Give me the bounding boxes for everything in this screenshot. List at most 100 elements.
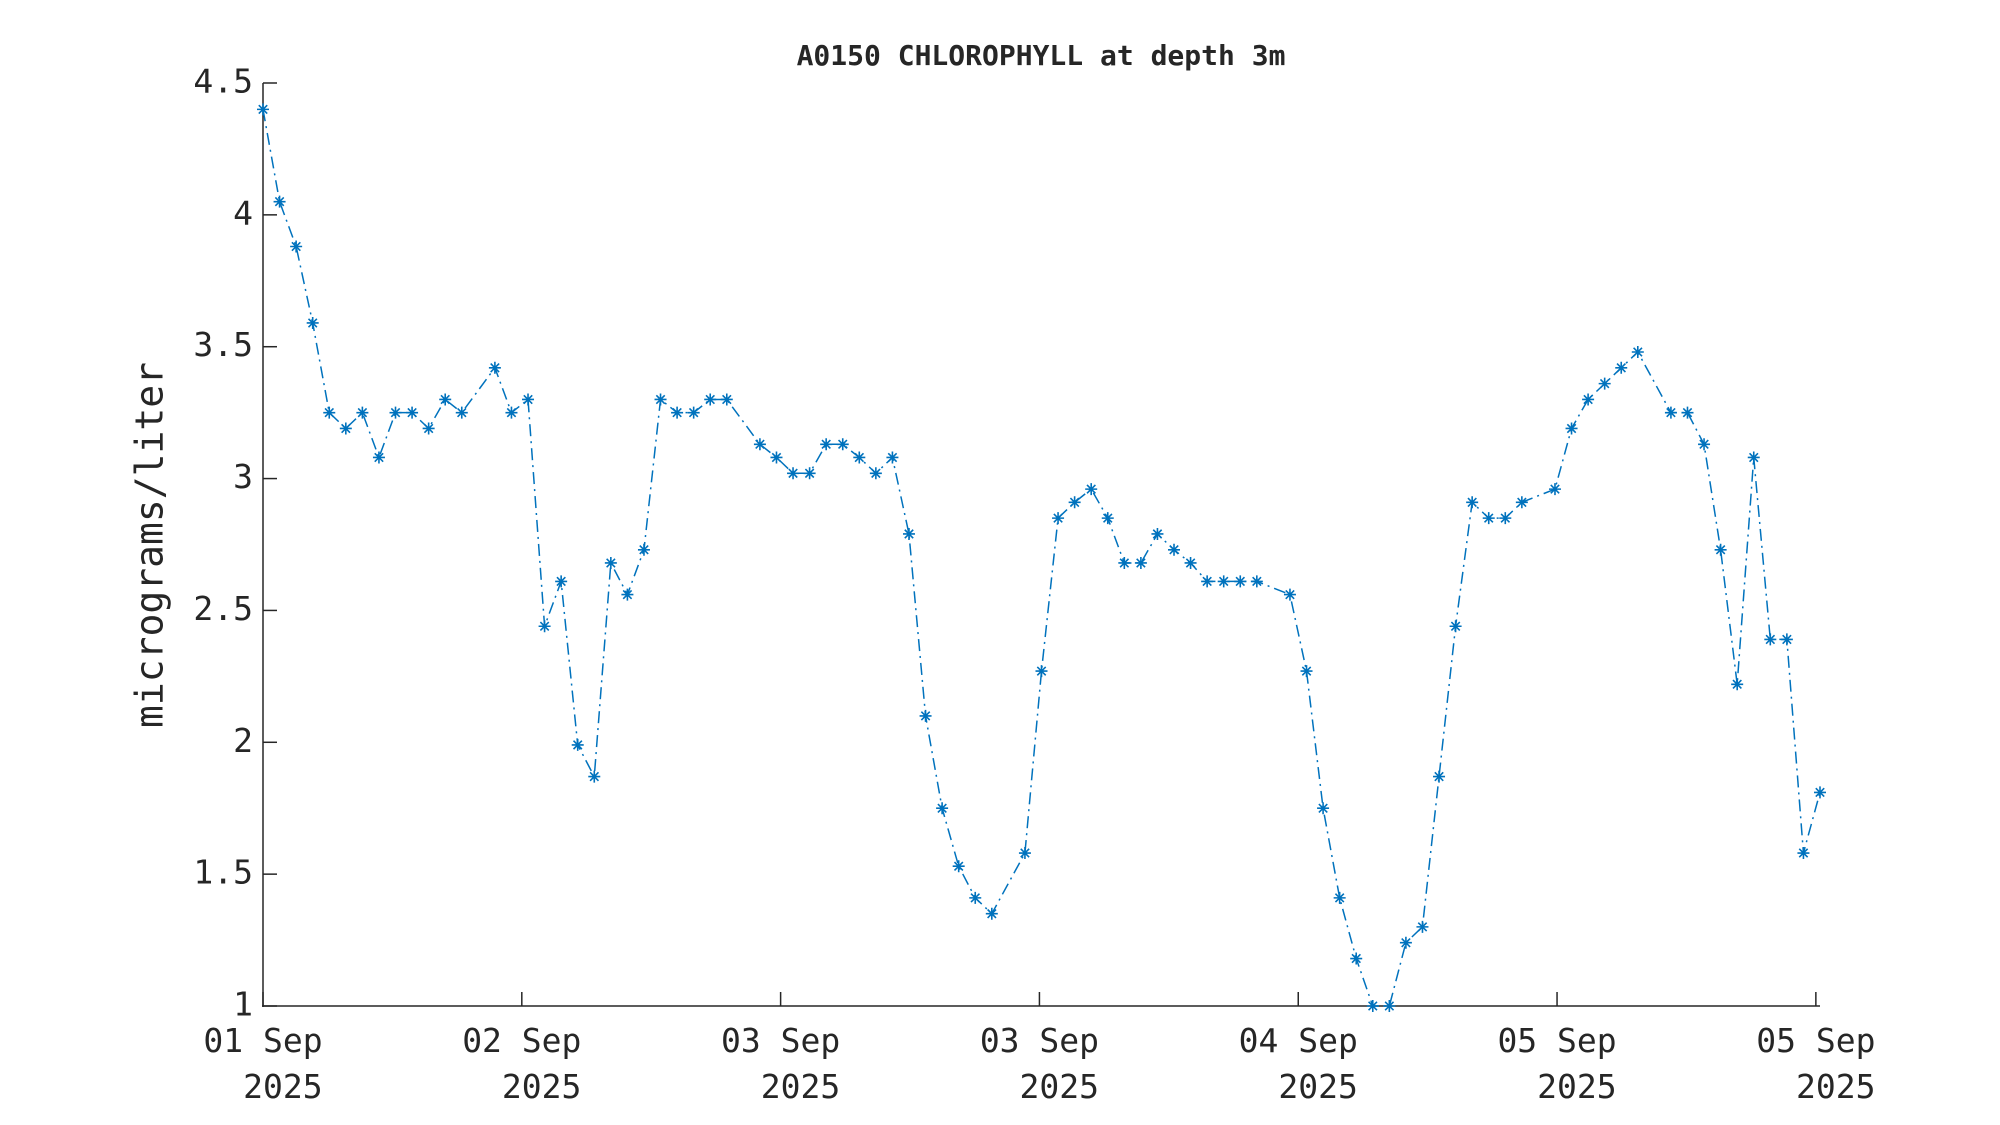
data-point — [985, 907, 998, 920]
chart-title: A0150 CHLOROPHYLL at depth 3m — [797, 39, 1286, 72]
data-point — [1300, 665, 1313, 678]
x-tick-label: 01 Sep 2025 — [203, 1021, 323, 1106]
data-point — [1168, 543, 1181, 556]
data-point — [1283, 588, 1296, 601]
data-point — [1018, 847, 1031, 860]
data-point — [1383, 1000, 1396, 1012]
data-point — [422, 422, 435, 435]
data-point — [1582, 393, 1595, 406]
data-point — [1052, 512, 1065, 525]
data-point — [1698, 438, 1711, 451]
x-tick-label: 04 Sep 2025 — [1238, 1021, 1358, 1106]
x-tick-label: 05 Sep 2025 — [1756, 1021, 1876, 1106]
data-point — [522, 393, 535, 406]
data-point — [1416, 920, 1429, 933]
data-point — [1598, 377, 1611, 390]
data-point — [936, 802, 949, 815]
data-point — [1101, 512, 1114, 525]
data-point — [455, 406, 468, 419]
data-point — [1615, 361, 1628, 374]
data-point — [1366, 1000, 1379, 1012]
data-point — [820, 438, 833, 451]
data-point — [637, 543, 650, 556]
data-point — [720, 393, 733, 406]
data-point — [439, 393, 452, 406]
data-point — [952, 860, 965, 873]
data-point — [886, 451, 899, 464]
data-point — [1151, 527, 1164, 540]
data-point — [1035, 665, 1048, 678]
data-point — [621, 588, 634, 601]
y-tick-label: 2 — [233, 721, 253, 760]
data-point — [306, 316, 319, 329]
data-point — [1068, 496, 1081, 509]
y-tick-label: 3 — [233, 457, 253, 496]
data-point — [1085, 483, 1098, 496]
data-point — [356, 406, 369, 419]
data-point — [1747, 451, 1760, 464]
data-point — [505, 406, 518, 419]
data-point — [1250, 575, 1263, 588]
data-point — [704, 393, 717, 406]
data-point — [323, 406, 336, 419]
data-point — [770, 451, 783, 464]
data-point — [1548, 483, 1561, 496]
data-point — [372, 451, 385, 464]
data-point — [1201, 575, 1214, 588]
data-point — [1780, 633, 1793, 646]
data-point — [1764, 633, 1777, 646]
data-point — [787, 467, 800, 480]
data-point — [969, 891, 982, 904]
data-point — [687, 406, 700, 419]
data-point — [1134, 556, 1147, 569]
data-point — [1466, 496, 1479, 509]
data-point — [1118, 556, 1131, 569]
data-point — [1681, 406, 1694, 419]
data-point — [1482, 512, 1495, 525]
data-point — [604, 556, 617, 569]
series-line — [262, 109, 1821, 1007]
data-point — [1234, 575, 1247, 588]
data-point — [588, 770, 601, 783]
data-point — [538, 620, 551, 633]
data-point — [654, 393, 667, 406]
y-tick-label: 3.5 — [193, 325, 253, 364]
data-point — [1731, 678, 1744, 691]
data-point — [1317, 802, 1330, 815]
y-tick-label: 1.5 — [193, 853, 253, 892]
data-point — [273, 195, 286, 208]
x-tick-label: 03 Sep 2025 — [721, 1021, 841, 1106]
data-point — [803, 467, 816, 480]
data-point — [1814, 786, 1826, 799]
x-tick-label: 05 Sep 2025 — [1497, 1021, 1617, 1106]
y-tick-label: 4.5 — [193, 62, 253, 101]
data-point — [1565, 422, 1578, 435]
data-point — [1333, 891, 1346, 904]
data-point — [1664, 406, 1677, 419]
data-point — [869, 467, 882, 480]
data-point — [555, 575, 568, 588]
y-tick-label: 2.5 — [193, 589, 253, 628]
data-point — [1433, 770, 1446, 783]
data-point — [902, 527, 915, 540]
data-point — [1217, 575, 1230, 588]
data-point — [571, 738, 584, 751]
data-point — [1631, 345, 1644, 358]
y-axis-label: micrograms/liter — [128, 362, 172, 728]
x-tick-label: 03 Sep 2025 — [979, 1021, 1100, 1106]
data-point — [1515, 496, 1528, 509]
data-point — [1714, 543, 1727, 556]
data-point — [671, 406, 684, 419]
y-tick-label: 1 — [233, 985, 253, 1024]
data-point — [836, 438, 849, 451]
data-point — [1184, 556, 1197, 569]
data-point — [1449, 620, 1462, 633]
y-tick-label: 4 — [233, 193, 253, 232]
data-point — [257, 103, 269, 116]
data-point — [1499, 512, 1512, 525]
data-point — [339, 422, 352, 435]
x-tick-label: 02 Sep 2025 — [462, 1021, 582, 1106]
data-point — [853, 451, 866, 464]
